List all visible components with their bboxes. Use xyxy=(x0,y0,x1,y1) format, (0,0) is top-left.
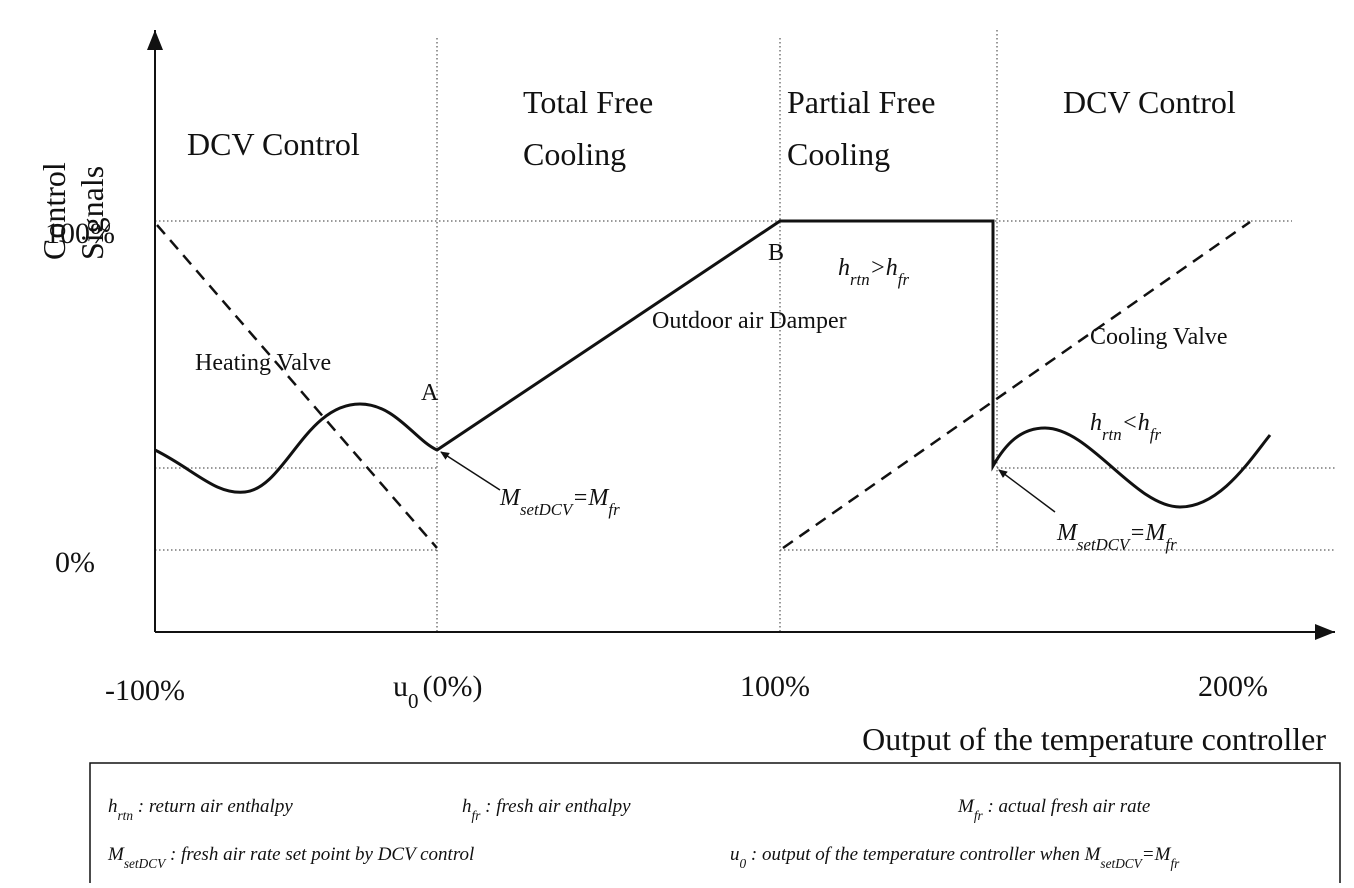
subscript: fr xyxy=(1150,425,1162,444)
operator: = xyxy=(1142,844,1155,865)
curve-label: Cooling Valve xyxy=(1090,324,1228,350)
symbol: M xyxy=(1154,844,1172,865)
x-tick-label: u0 (0%) xyxy=(393,670,482,713)
region-label: Cooling xyxy=(523,136,626,172)
subscript: setDCV xyxy=(1100,856,1143,871)
symbol: M xyxy=(587,485,610,511)
subscript: fr xyxy=(974,808,984,823)
operator: > xyxy=(870,255,886,281)
x-tick-label: 200% xyxy=(1198,670,1268,703)
symbol: M xyxy=(1144,520,1167,546)
x-axis-title: Output of the temperature controller xyxy=(862,721,1326,757)
operator: = xyxy=(572,485,588,511)
symbol: u xyxy=(730,844,740,865)
x-tick-label: -100% xyxy=(105,674,185,707)
y-tick-label: 100% xyxy=(45,217,115,250)
set-point-label: MsetDCV=Mfr xyxy=(499,485,620,519)
y-tick-label: 0% xyxy=(55,546,95,579)
legend-entry: Mfr : actual fresh air rate xyxy=(957,796,1150,823)
y-axis-title: Signals xyxy=(74,166,110,260)
subscript: setDCV xyxy=(520,500,574,519)
subscript: setDCV xyxy=(124,856,167,871)
symbol: M xyxy=(499,485,522,511)
operator: = xyxy=(1129,520,1145,546)
symbol: M xyxy=(1084,844,1102,865)
subscript: fr xyxy=(472,808,482,823)
subscript: rtn xyxy=(1102,425,1122,444)
symbol: h xyxy=(462,796,472,817)
text: : fresh air enthalpy xyxy=(480,796,631,817)
subscript: fr xyxy=(608,500,620,519)
damper-line xyxy=(154,219,1272,509)
subscript: rtn xyxy=(118,808,134,823)
symbol: M xyxy=(957,796,975,817)
subscript: fr xyxy=(1165,535,1177,554)
point-label: A xyxy=(421,380,439,406)
pointer-arrow xyxy=(440,451,501,491)
curve-label: Heating Valve xyxy=(195,350,331,376)
legend-entry: MsetDCV : fresh air rate set point by DC… xyxy=(107,844,474,871)
set-point-label: MsetDCV=Mfr xyxy=(1056,520,1177,554)
symbol: h xyxy=(108,796,118,817)
region-label: Total Free xyxy=(523,84,653,120)
grid xyxy=(155,30,1335,632)
subscript: setDCV xyxy=(1077,535,1131,554)
region-label: DCV Control xyxy=(1063,84,1236,120)
symbol: h xyxy=(838,255,850,281)
symbol: h xyxy=(886,255,898,281)
heating-valve-line xyxy=(156,224,438,549)
symbol: M xyxy=(107,844,125,865)
curve-label: Outdoor air Damper xyxy=(652,308,847,334)
legend-box xyxy=(89,762,1341,883)
region-label: Cooling xyxy=(787,136,890,172)
symbol: h xyxy=(1090,410,1102,436)
subscript: 0 xyxy=(740,856,747,871)
subscript: fr xyxy=(1170,856,1180,871)
y-axis-title: Control xyxy=(36,162,72,260)
region-label: DCV Control xyxy=(187,126,360,162)
pointer-arrow xyxy=(998,469,1056,513)
text: : fresh air rate set point by DCV contro… xyxy=(165,844,474,865)
text: : actual fresh air rate xyxy=(983,796,1151,817)
symbol: h xyxy=(1138,410,1150,436)
legend-entry: u0 : output of the temperature controlle… xyxy=(730,844,1180,871)
x-tick-label: 100% xyxy=(740,670,810,703)
text: : return air enthalpy xyxy=(133,796,293,817)
symbol: M xyxy=(1056,520,1079,546)
operator: < xyxy=(1122,410,1138,436)
subscript: rtn xyxy=(850,270,870,289)
text: (0%) xyxy=(423,670,483,703)
condition: hrtn<hfr xyxy=(1090,410,1161,444)
cooling-valve-line xyxy=(782,220,1251,550)
point-label: B xyxy=(768,240,784,266)
subscript: 0 xyxy=(408,689,419,713)
text: : output of the temperature controller w… xyxy=(746,844,1084,865)
legend-entry: hfr : fresh air enthalpy xyxy=(462,796,631,823)
symbol: u xyxy=(393,670,408,703)
condition: hrtn>hfr xyxy=(838,255,909,289)
legend-entry: hrtn : return air enthalpy xyxy=(108,796,293,823)
subscript: fr xyxy=(898,270,910,289)
region-label: Partial Free xyxy=(787,84,935,120)
